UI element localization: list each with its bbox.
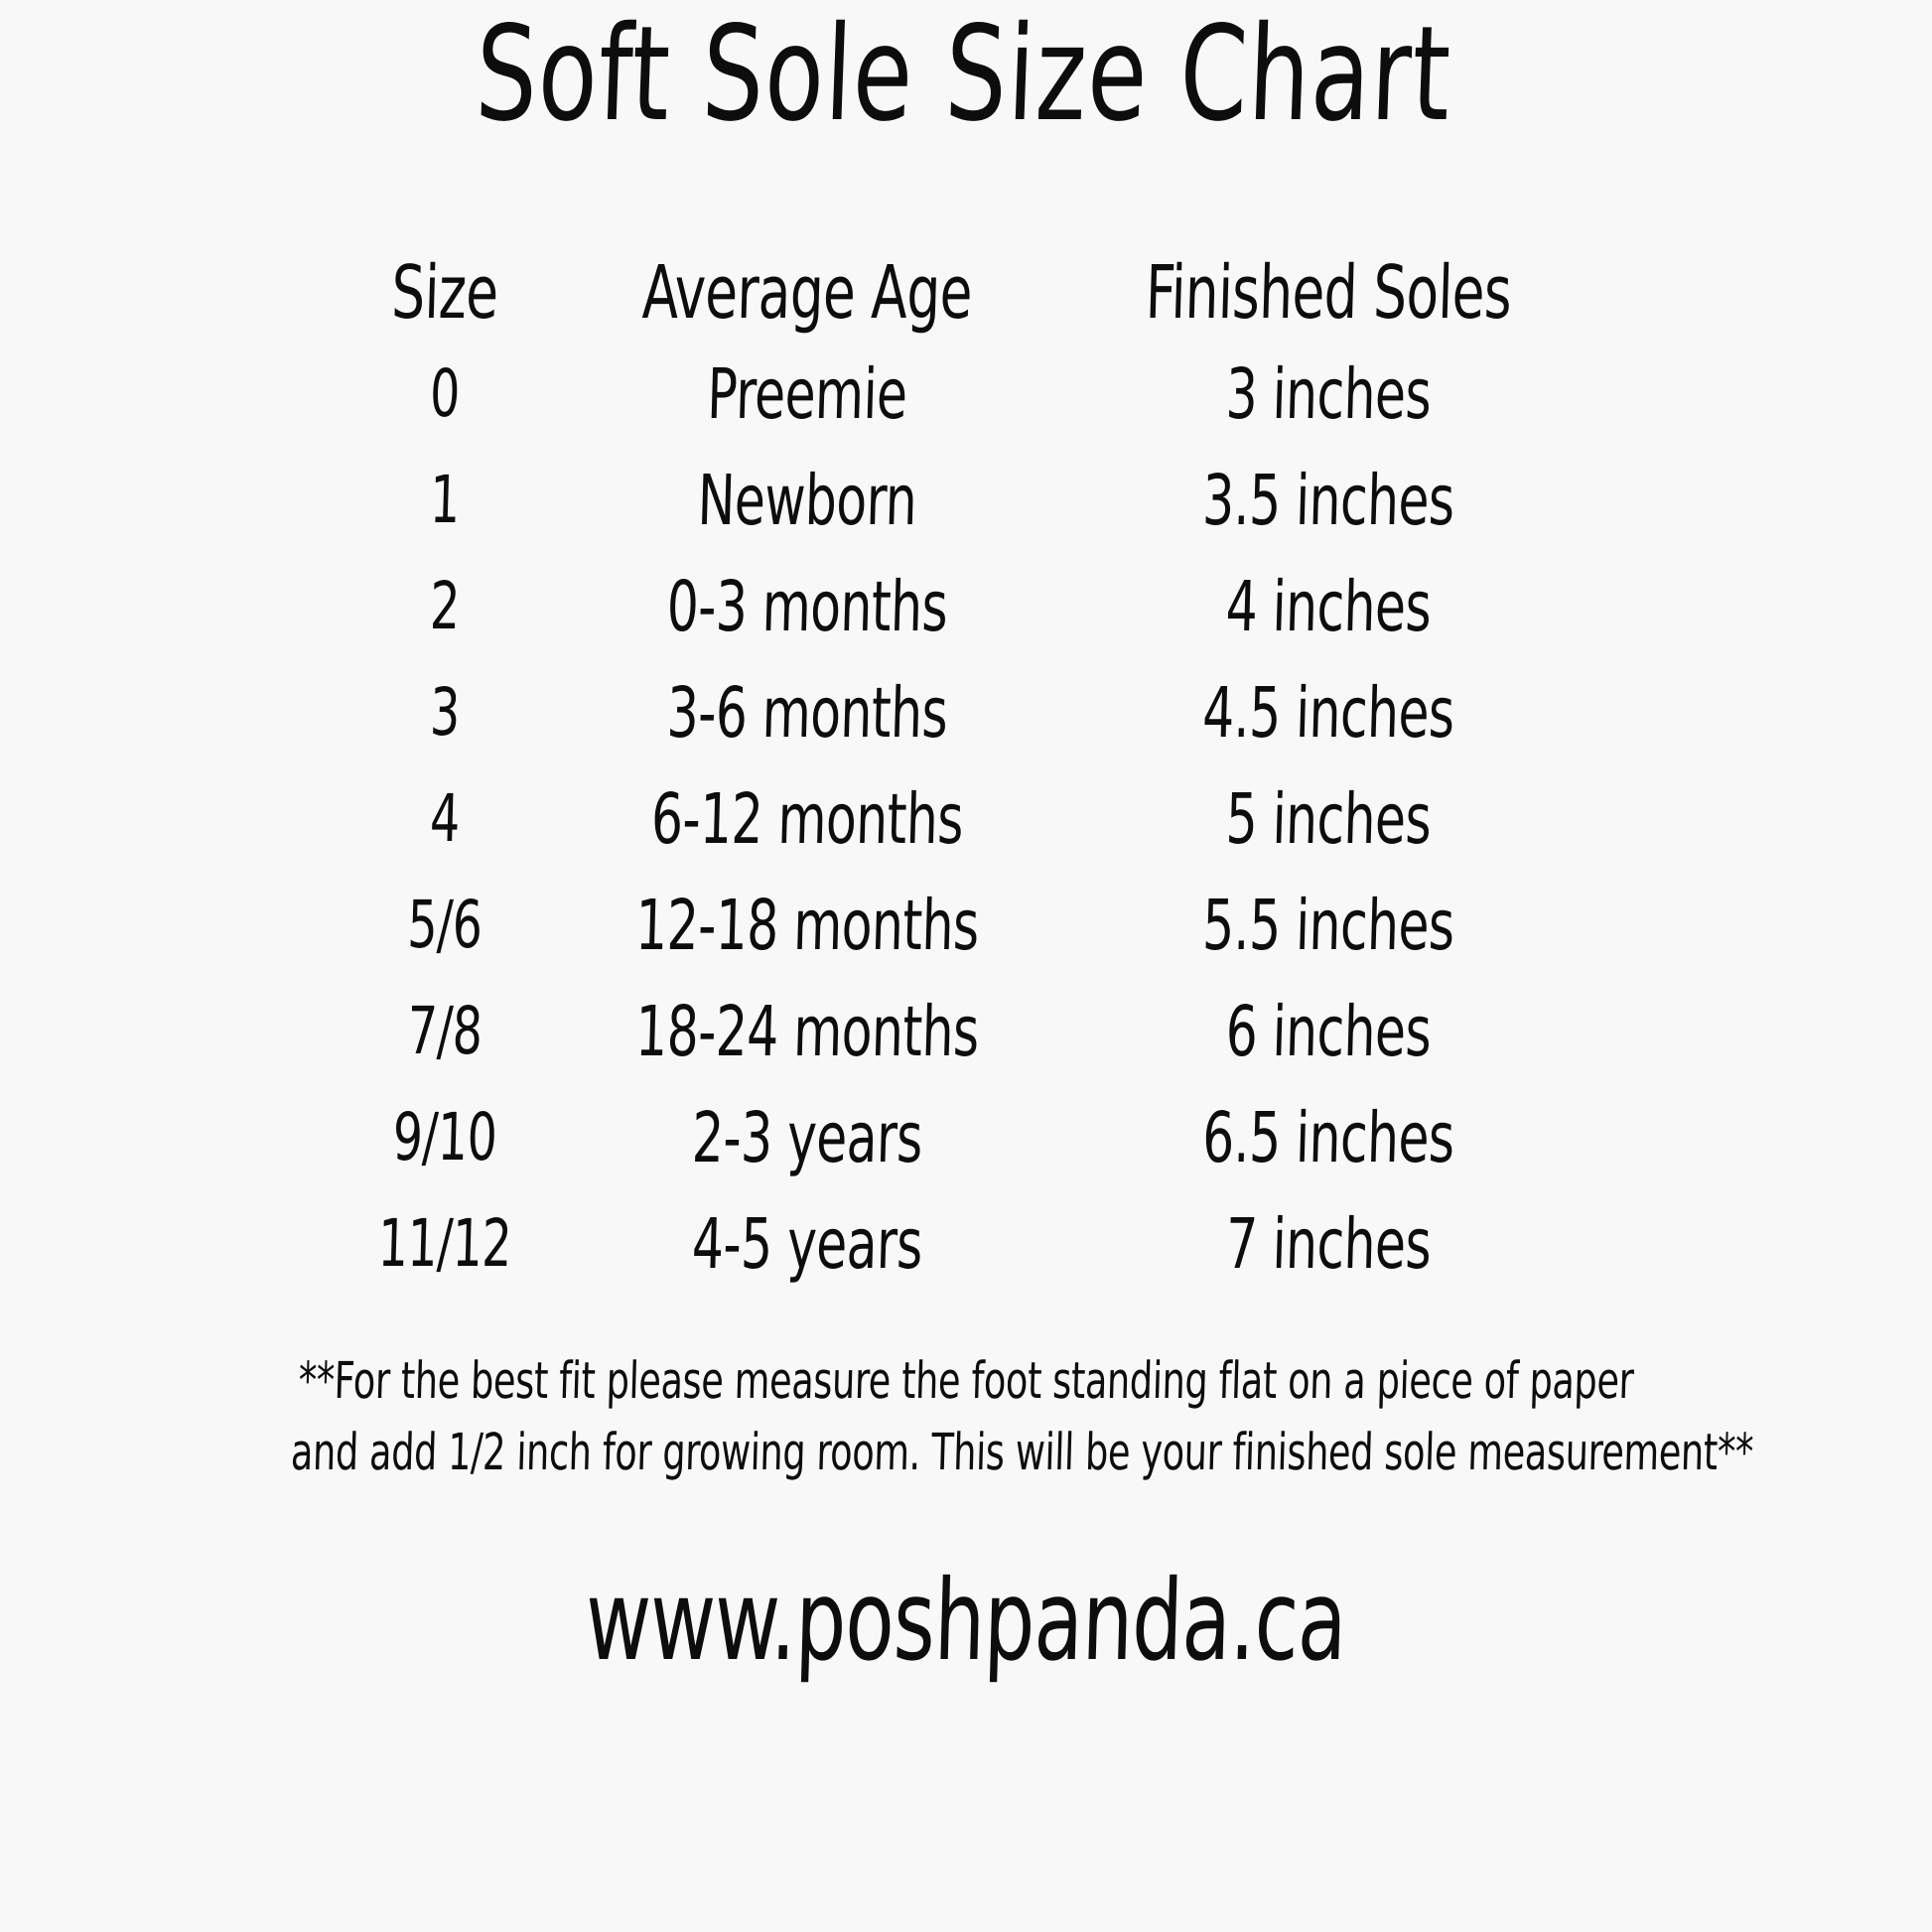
cell-average-age: 6-12 months xyxy=(649,777,965,860)
cell-average-age: Newborn xyxy=(696,459,918,541)
table-row: 11/12 4-5 years 7 inches xyxy=(321,1190,1611,1297)
cell-average-age: 18-24 months xyxy=(634,990,980,1072)
cell-size: 3 xyxy=(429,674,461,752)
cell-size: 11/12 xyxy=(376,1205,513,1283)
column-header-finished-soles: Finished Soles xyxy=(1144,250,1513,337)
table-row: 1 Newborn 3.5 inches xyxy=(321,447,1611,553)
cell-finished-soles: 4 inches xyxy=(1224,565,1433,647)
cell-finished-soles: 6 inches xyxy=(1224,990,1433,1072)
cell-finished-soles: 5.5 inches xyxy=(1201,884,1455,966)
cell-average-age: 0-3 months xyxy=(665,565,949,647)
column-header-average-age: Average Age xyxy=(640,250,974,337)
cell-size: 5/6 xyxy=(406,887,483,964)
table-row: 0 Preemie 3 inches xyxy=(321,341,1611,447)
cell-finished-soles: 3 inches xyxy=(1224,352,1433,435)
table-row: 9/10 2-3 years 6.5 inches xyxy=(321,1084,1611,1190)
cell-size: 0 xyxy=(429,355,461,433)
size-chart-table: Size Average Age Finished Soles 0 Preemi… xyxy=(321,245,1611,1297)
note-line-2: and add 1/2 inch for growing room. This … xyxy=(290,1424,1754,1483)
cell-size: 7/8 xyxy=(406,993,483,1070)
cell-size: 4 xyxy=(429,780,461,858)
cell-average-age: 4-5 years xyxy=(690,1202,924,1285)
table-header: Size Average Age Finished Soles xyxy=(321,245,1611,341)
table-row: 4 6-12 months 5 inches xyxy=(321,765,1611,872)
table-body: 0 Preemie 3 inches 1 Newborn 3.5 inches … xyxy=(321,341,1611,1297)
cell-average-age: 2-3 years xyxy=(690,1096,924,1178)
cell-average-age: 12-18 months xyxy=(634,884,980,966)
website-url: www.poshpanda.ca xyxy=(584,1556,1348,1686)
cell-size: 1 xyxy=(429,462,461,539)
table-row: 3 3-6 months 4.5 inches xyxy=(321,659,1611,765)
table-row: 2 0-3 months 4 inches xyxy=(321,553,1611,659)
table-header-row: Size Average Age Finished Soles xyxy=(321,245,1611,341)
cell-size: 9/10 xyxy=(391,1099,498,1176)
cell-average-age: Preemie xyxy=(706,352,908,435)
cell-finished-soles: 7 inches xyxy=(1224,1202,1433,1285)
cell-finished-soles: 6.5 inches xyxy=(1201,1096,1455,1178)
fit-instructions-note: **For the best fit please measure the fo… xyxy=(122,1346,1810,1490)
cell-finished-soles: 5 inches xyxy=(1224,777,1433,860)
page-title: Soft Sole Size Chart xyxy=(473,0,1454,151)
table-row: 5/6 12-18 months 5.5 inches xyxy=(321,872,1611,978)
cell-average-age: 3-6 months xyxy=(665,671,949,754)
column-header-size: Size xyxy=(390,250,499,337)
table-row: 7/8 18-24 months 6 inches xyxy=(321,978,1611,1084)
cell-finished-soles: 3.5 inches xyxy=(1201,459,1455,541)
cell-size: 2 xyxy=(429,568,461,645)
note-line-1: **For the best fit please measure the fo… xyxy=(297,1352,1635,1412)
cell-finished-soles: 4.5 inches xyxy=(1201,671,1455,754)
